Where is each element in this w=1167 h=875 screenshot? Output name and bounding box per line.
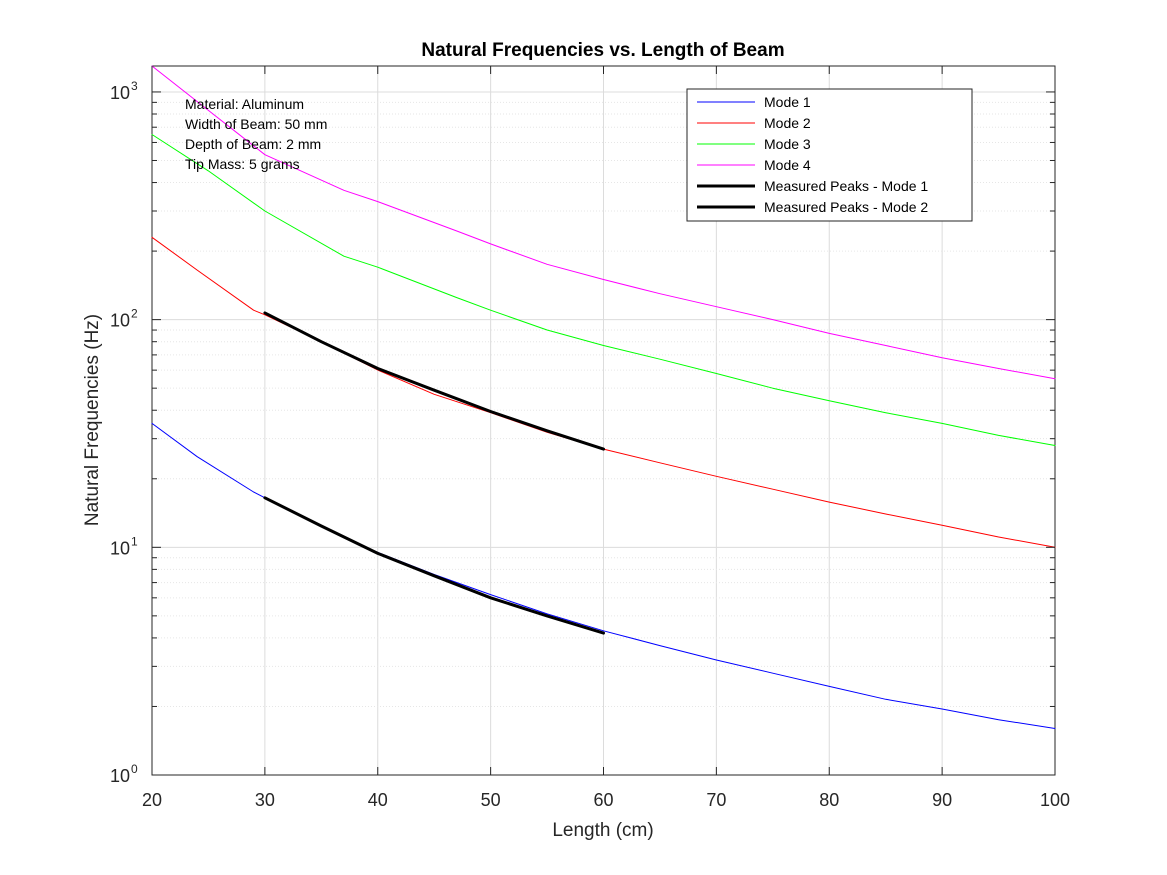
chart-title: Natural Frequencies vs. Length of Beam [421,40,784,61]
legend-label-4: Mode 4 [764,157,811,173]
series-line-6 [263,311,605,451]
legend: Mode 1 Mode 2 Mode 3 Mode 4 Measured Peaks -… [686,88,973,222]
x-tick-label: 40 [368,790,388,810]
y-axis-label: Natural Frequencies (Hz) [82,314,103,526]
x-tick-label: 50 [481,790,501,810]
y-tick-exponent: 1 [131,534,138,548]
legend-box [686,88,973,222]
series-line-5 [263,496,605,635]
x-tick-label: 80 [819,790,839,810]
y-tick-exponent: 2 [131,307,138,321]
x-tick-label: 100 [1040,790,1070,810]
x-axis-label: Length (cm) [552,820,653,841]
legend-label-1: Mode 1 [764,94,811,110]
annotation-width: Width of Beam: 50 mm [185,116,327,132]
annotation-block: Material: Aluminum Width of Beam: 50 mm … [185,96,327,172]
x-tick-label: 70 [706,790,726,810]
y-tick-label: 10 [110,538,130,558]
y-tick-exponent: 3 [131,79,138,93]
y-tick-label: 10 [110,83,130,103]
legend-label-5: Measured Peaks - Mode 1 [764,178,928,194]
x-tick-label: 20 [142,790,162,810]
y-tick-label: 10 [110,311,130,331]
y-tick-label: 10 [110,766,130,786]
legend-label-6: Measured Peaks - Mode 2 [764,199,928,215]
x-tick-label: 60 [593,790,613,810]
annotation-depth: Depth of Beam: 2 mm [185,136,321,152]
legend-label-2: Mode 2 [764,115,811,131]
annotation-material: Material: Aluminum [185,96,304,112]
x-tick-label: 30 [255,790,275,810]
legend-label-3: Mode 3 [764,136,811,152]
series-line-4 [151,65,1056,380]
y-tick-exponent: 0 [131,762,138,776]
series-line-1 [151,422,1056,729]
series-group [151,65,1056,729]
annotation-tip-mass: Tip Mass: 5 grams [185,156,300,172]
x-tick-label: 90 [932,790,952,810]
series-line-3 [151,134,1056,446]
